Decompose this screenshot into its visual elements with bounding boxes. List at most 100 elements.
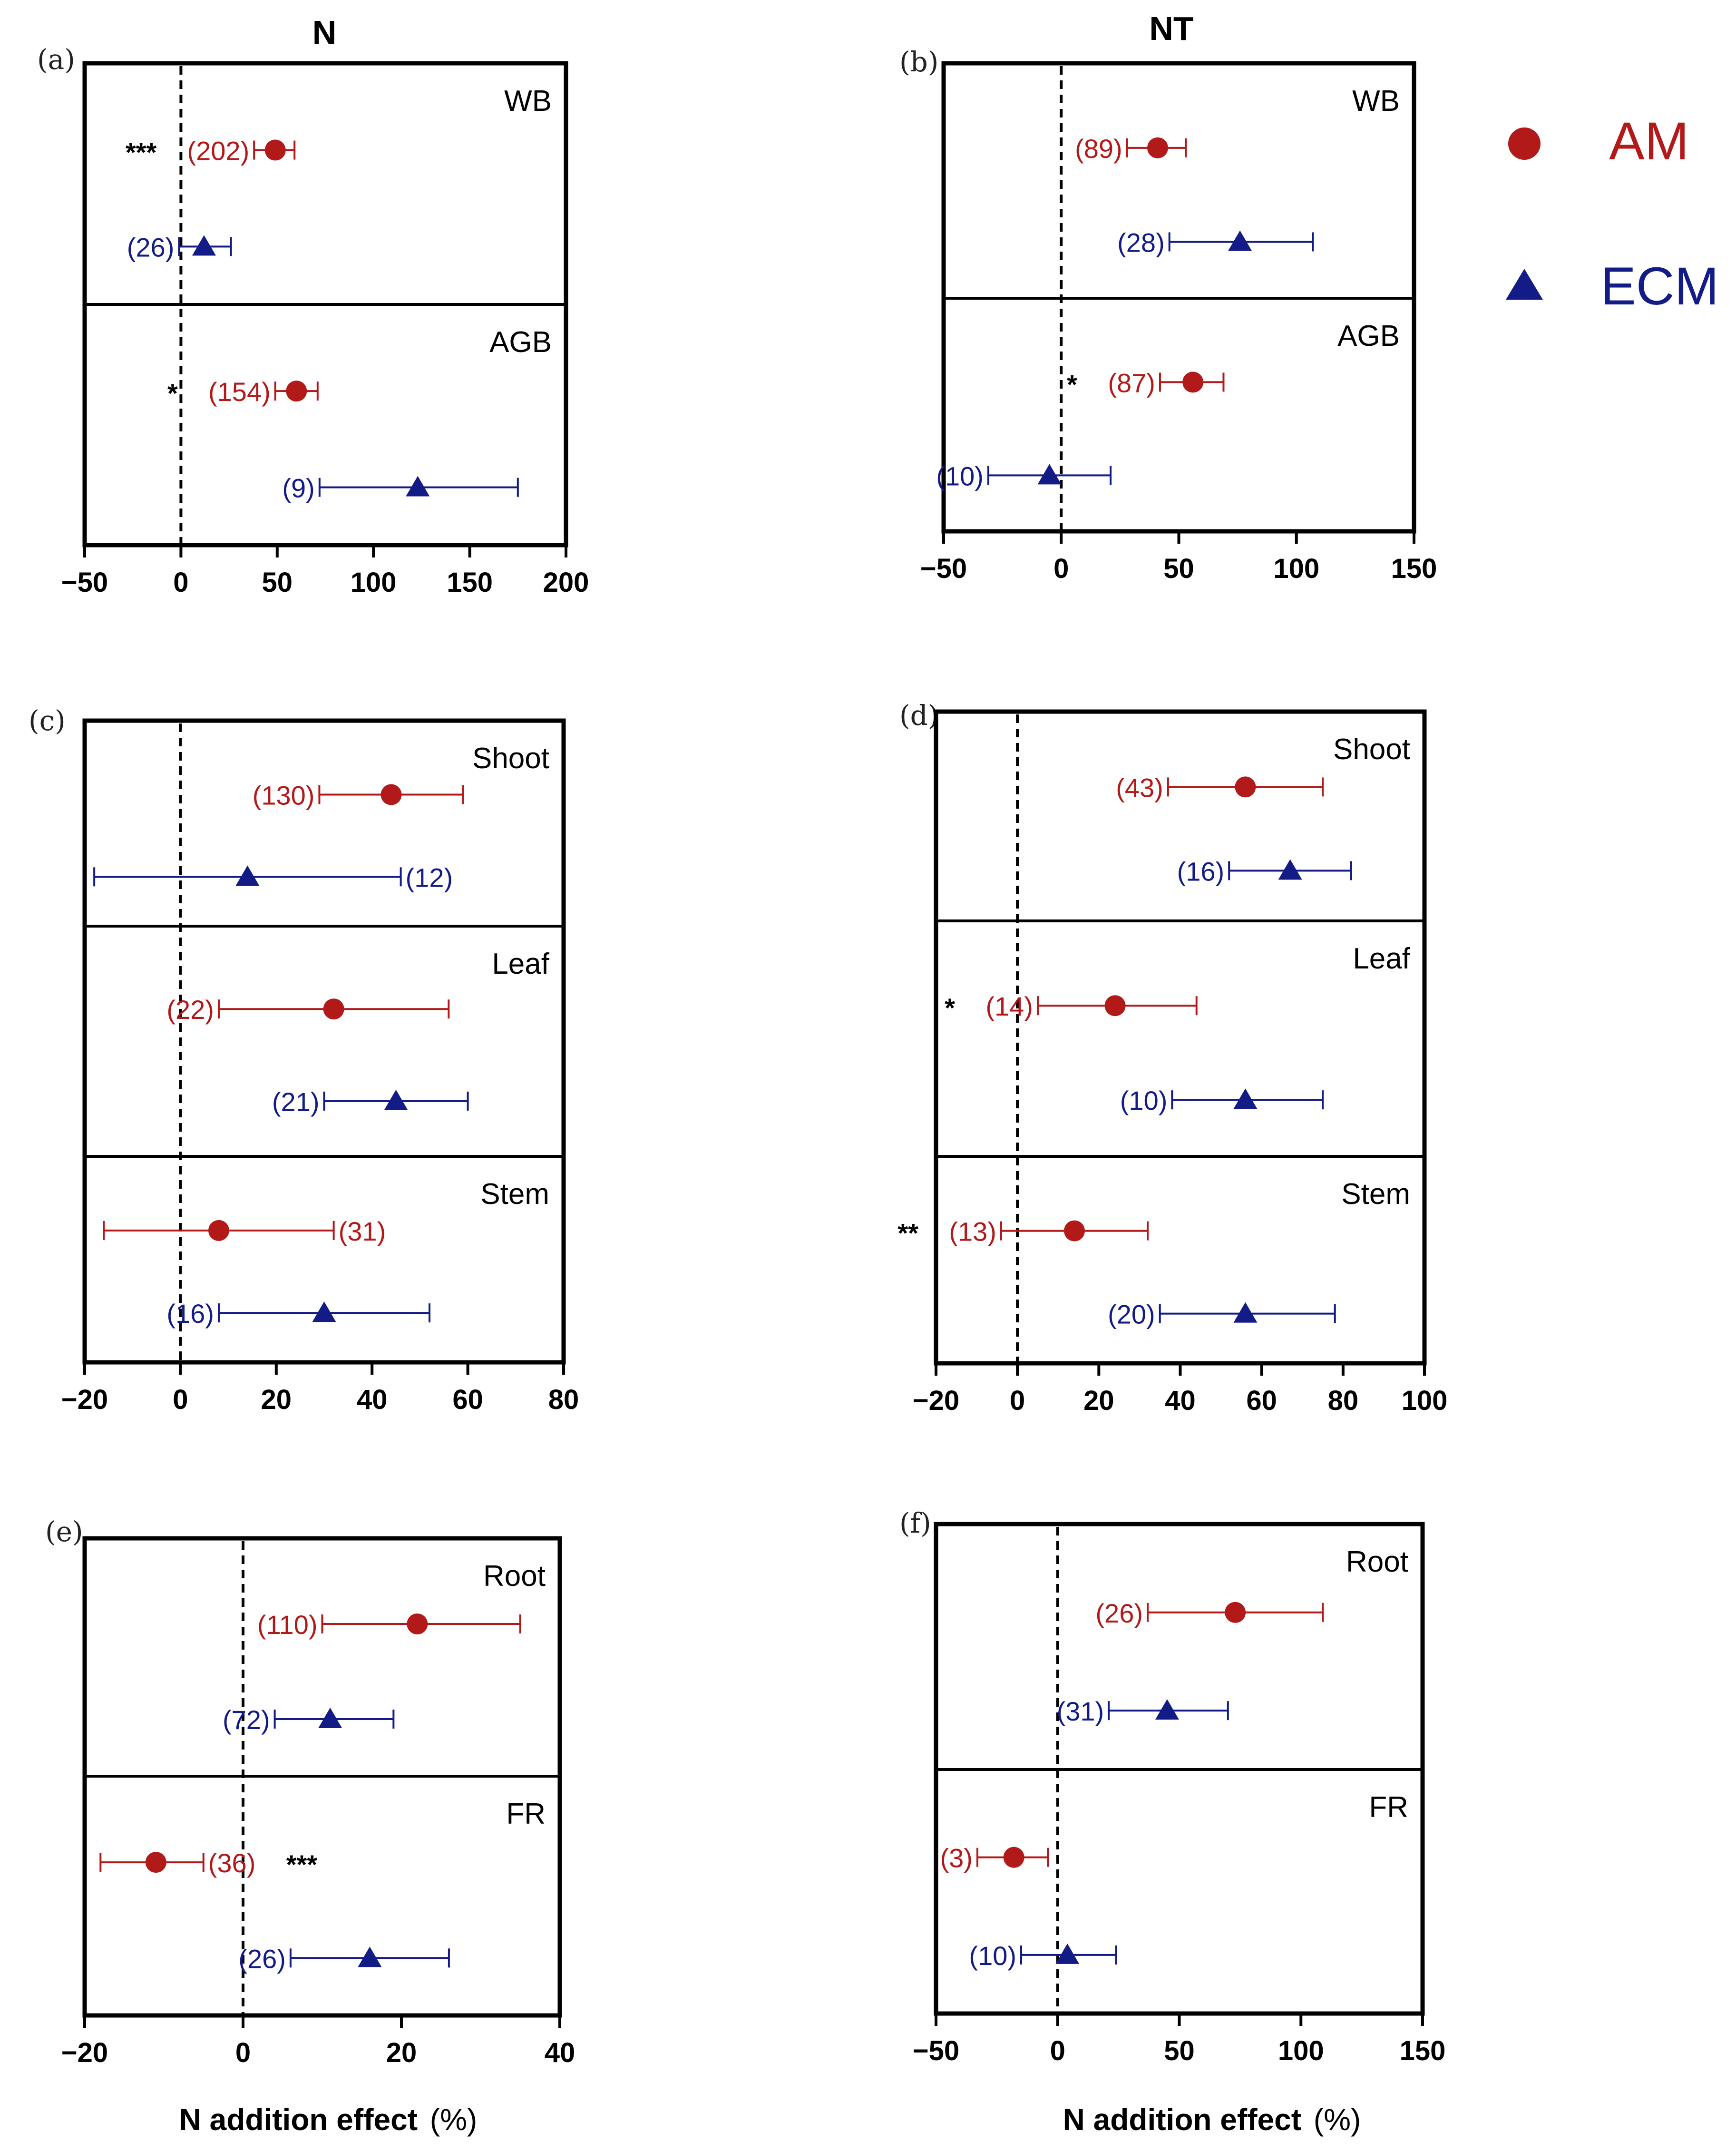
group-label: Root: [1346, 1545, 1408, 1578]
x-tick-label: 40: [357, 1384, 388, 1415]
x-tick-label: 0: [1053, 553, 1069, 584]
significance-label: *: [1067, 369, 1077, 399]
x-tick-label: 20: [386, 2037, 417, 2068]
svg-text:N addition effect (%): N addition effect (%): [179, 2102, 478, 2137]
am-mean-marker: [1182, 372, 1204, 393]
x-axis-title-main: N addition effect: [179, 2102, 418, 2137]
sample-size-label: (72): [223, 1705, 270, 1735]
group-label: FR: [506, 1798, 546, 1830]
am-mean-marker: [1003, 1847, 1024, 1868]
x-tick-label: 80: [1328, 1385, 1359, 1416]
x-tick-label: 50: [1163, 553, 1194, 584]
sample-size-label: (154): [208, 377, 271, 407]
group-label: Shoot: [472, 742, 549, 775]
svg-text:N addition effect (%): N addition effect (%): [1063, 2102, 1361, 2137]
group-label: Stem: [480, 1178, 549, 1211]
x-tick-label: 150: [1400, 2035, 1446, 2066]
am-mean-marker: [1104, 995, 1126, 1017]
sample-size-label: (10): [969, 1941, 1016, 1971]
x-tick-label: 150: [447, 567, 493, 598]
am-mean-marker: [1063, 1220, 1085, 1242]
sample-size-label: (13): [949, 1217, 996, 1247]
x-tick-label: 100: [351, 567, 397, 598]
ecm-mean-marker: [318, 1708, 342, 1728]
panel-c: (c) −20 0 20 40 60 80 Shoot (130) (12) Leaf (22) (21…: [29, 704, 579, 1415]
x-tick-label: 50: [262, 567, 293, 598]
am-mean-marker: [264, 139, 286, 161]
x-tick-label: −50: [61, 567, 108, 598]
am-mean-marker: [1147, 137, 1168, 158]
x-axis-title-left: N addition effect (%): [179, 2102, 478, 2137]
significance-label: *: [945, 993, 955, 1023]
x-tick-label: 150: [1391, 553, 1437, 584]
am-mean-marker: [145, 1852, 166, 1873]
x-tick-label: 50: [1164, 2035, 1195, 2066]
sample-size-label: (22): [166, 995, 214, 1025]
sample-size-label: (26): [1095, 1598, 1143, 1628]
sample-size-label: (26): [238, 1944, 286, 1974]
ecm-mean-marker: [1228, 230, 1252, 251]
ecm-mean-marker: [358, 1946, 382, 1967]
x-tick-label: 100: [1273, 553, 1319, 584]
sample-size-label: (10): [1120, 1085, 1168, 1115]
group-label: WB: [504, 85, 552, 117]
sample-size-label: (26): [127, 232, 175, 262]
ecm-mean-marker: [235, 865, 260, 886]
x-tick-label: 0: [173, 567, 188, 598]
group-label: Leaf: [492, 948, 549, 980]
significance-label: ***: [126, 137, 157, 167]
x-tick-label: 0: [1010, 1385, 1025, 1416]
legend-ecm-marker: [1506, 269, 1543, 300]
panel-d: (d) −20 0 20 40 60 80 100 Shoot (43) (16) Leaf (14) *…: [897, 699, 1447, 1416]
panel-frame: [82, 718, 566, 1365]
sample-size-label: (14): [985, 991, 1033, 1021]
group-label: Leaf: [1353, 942, 1410, 975]
panel-label: (d): [899, 699, 938, 732]
ecm-mean-marker: [1037, 464, 1062, 485]
legend-ecm-label: ECM: [1600, 256, 1719, 316]
ecm-mean-marker: [1278, 859, 1302, 880]
sample-size-label: (9): [282, 473, 314, 503]
column-title-nt: NT: [1149, 10, 1193, 47]
am-mean-marker: [1225, 1602, 1246, 1623]
significance-label: *: [167, 378, 178, 408]
panel-label: (b): [899, 46, 938, 78]
sample-size-label: (16): [1177, 856, 1225, 886]
x-tick-label: −50: [920, 553, 967, 584]
am-mean-marker: [286, 381, 307, 402]
group-label: AGB: [489, 326, 552, 359]
x-axis-title-right: N addition effect (%): [1063, 2102, 1361, 2137]
am-mean-marker: [208, 1220, 229, 1241]
sample-size-label: (31): [1057, 1696, 1104, 1726]
sample-size-label: (16): [166, 1299, 214, 1329]
panel-f: (f) −50 0 50 100 150 Root (26) (31) FR (3) (10): [899, 1507, 1445, 2066]
panel-a: (a) −50 0 50 100 150 200 WB (202) *** (26) AGB (154)…: [37, 43, 589, 598]
group-label: AGB: [1337, 320, 1400, 352]
sample-size-label: (202): [187, 136, 249, 166]
panels: (a)−50 0 50 100 150 200WB(202)***(26)AGB(154)…: [29, 43, 1447, 2068]
panel-label: (e): [45, 1515, 83, 1548]
am-mean-marker: [380, 784, 402, 805]
sample-size-label: (110): [257, 1610, 318, 1640]
significance-label: **: [897, 1218, 918, 1248]
group-label: WB: [1352, 85, 1400, 117]
x-tick-label: 0: [1050, 2035, 1065, 2066]
sample-size-label: (89): [1075, 134, 1122, 164]
group-label: FR: [1369, 1791, 1408, 1824]
significance-label: ***: [286, 1849, 318, 1879]
sample-size-label: (36): [208, 1848, 256, 1878]
x-tick-label: 60: [1246, 1385, 1277, 1416]
sample-size-label: (3): [940, 1843, 973, 1873]
sample-size-label: (43): [1116, 772, 1163, 802]
group-label: Root: [483, 1560, 546, 1593]
panel-label: (a): [37, 43, 75, 76]
x-tick-label: −50: [913, 2035, 959, 2066]
ecm-mean-marker: [1055, 1943, 1080, 1964]
legend-am-marker: [1508, 127, 1541, 160]
group-label: Shoot: [1333, 733, 1410, 766]
sample-size-label: (87): [1108, 368, 1155, 398]
panel-b: (b) −50 0 50 100 150 WB (89) (28) AGB (87) * (10): [899, 46, 1437, 584]
sample-size-label: (20): [1108, 1300, 1155, 1330]
